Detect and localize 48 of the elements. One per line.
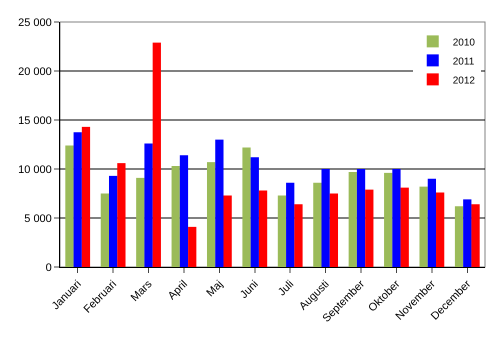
bar — [258, 190, 268, 267]
bar — [436, 192, 444, 267]
bar — [188, 226, 196, 267]
bar — [136, 178, 144, 267]
bar — [278, 195, 286, 267]
bar — [384, 172, 392, 267]
bar — [250, 157, 259, 267]
bar — [321, 169, 330, 267]
bar — [419, 186, 428, 267]
x-tick-label: Maj — [204, 278, 226, 300]
bar — [392, 169, 401, 267]
y-tick-label: 20 000 — [18, 66, 52, 78]
legend-label: 2012 — [452, 75, 476, 86]
bar — [356, 169, 366, 267]
bar — [224, 195, 232, 267]
bar — [348, 172, 357, 267]
bar — [117, 163, 126, 267]
bar — [206, 162, 216, 267]
bar — [313, 182, 322, 267]
bar — [454, 206, 464, 267]
bar — [330, 194, 338, 267]
y-tick-label: 25 000 — [18, 16, 52, 29]
bar — [74, 132, 82, 267]
bar — [65, 145, 74, 267]
bar — [428, 178, 436, 267]
bar — [152, 42, 161, 267]
y-tick-label: 10 000 — [18, 164, 52, 176]
bar — [82, 126, 90, 267]
bar — [471, 204, 480, 267]
bar — [180, 155, 188, 267]
x-tick-label: Juni — [238, 278, 261, 301]
bar — [242, 147, 251, 267]
bar — [365, 190, 374, 267]
x-tick-label: Juli — [276, 278, 296, 298]
bar — [294, 204, 303, 267]
bar — [215, 140, 224, 267]
y-tick-label: 5 000 — [24, 212, 52, 225]
bar — [108, 176, 118, 267]
legend-label: 2010 — [452, 37, 476, 48]
y-tick-label: 15 000 — [18, 114, 52, 127]
bar — [172, 166, 180, 267]
bar — [144, 144, 153, 267]
bar — [286, 182, 294, 267]
bar — [463, 199, 472, 267]
y-tick-label: 0 — [46, 262, 52, 274]
bar — [400, 188, 409, 267]
bar — [100, 194, 109, 267]
legend-label: 2011 — [452, 56, 475, 68]
